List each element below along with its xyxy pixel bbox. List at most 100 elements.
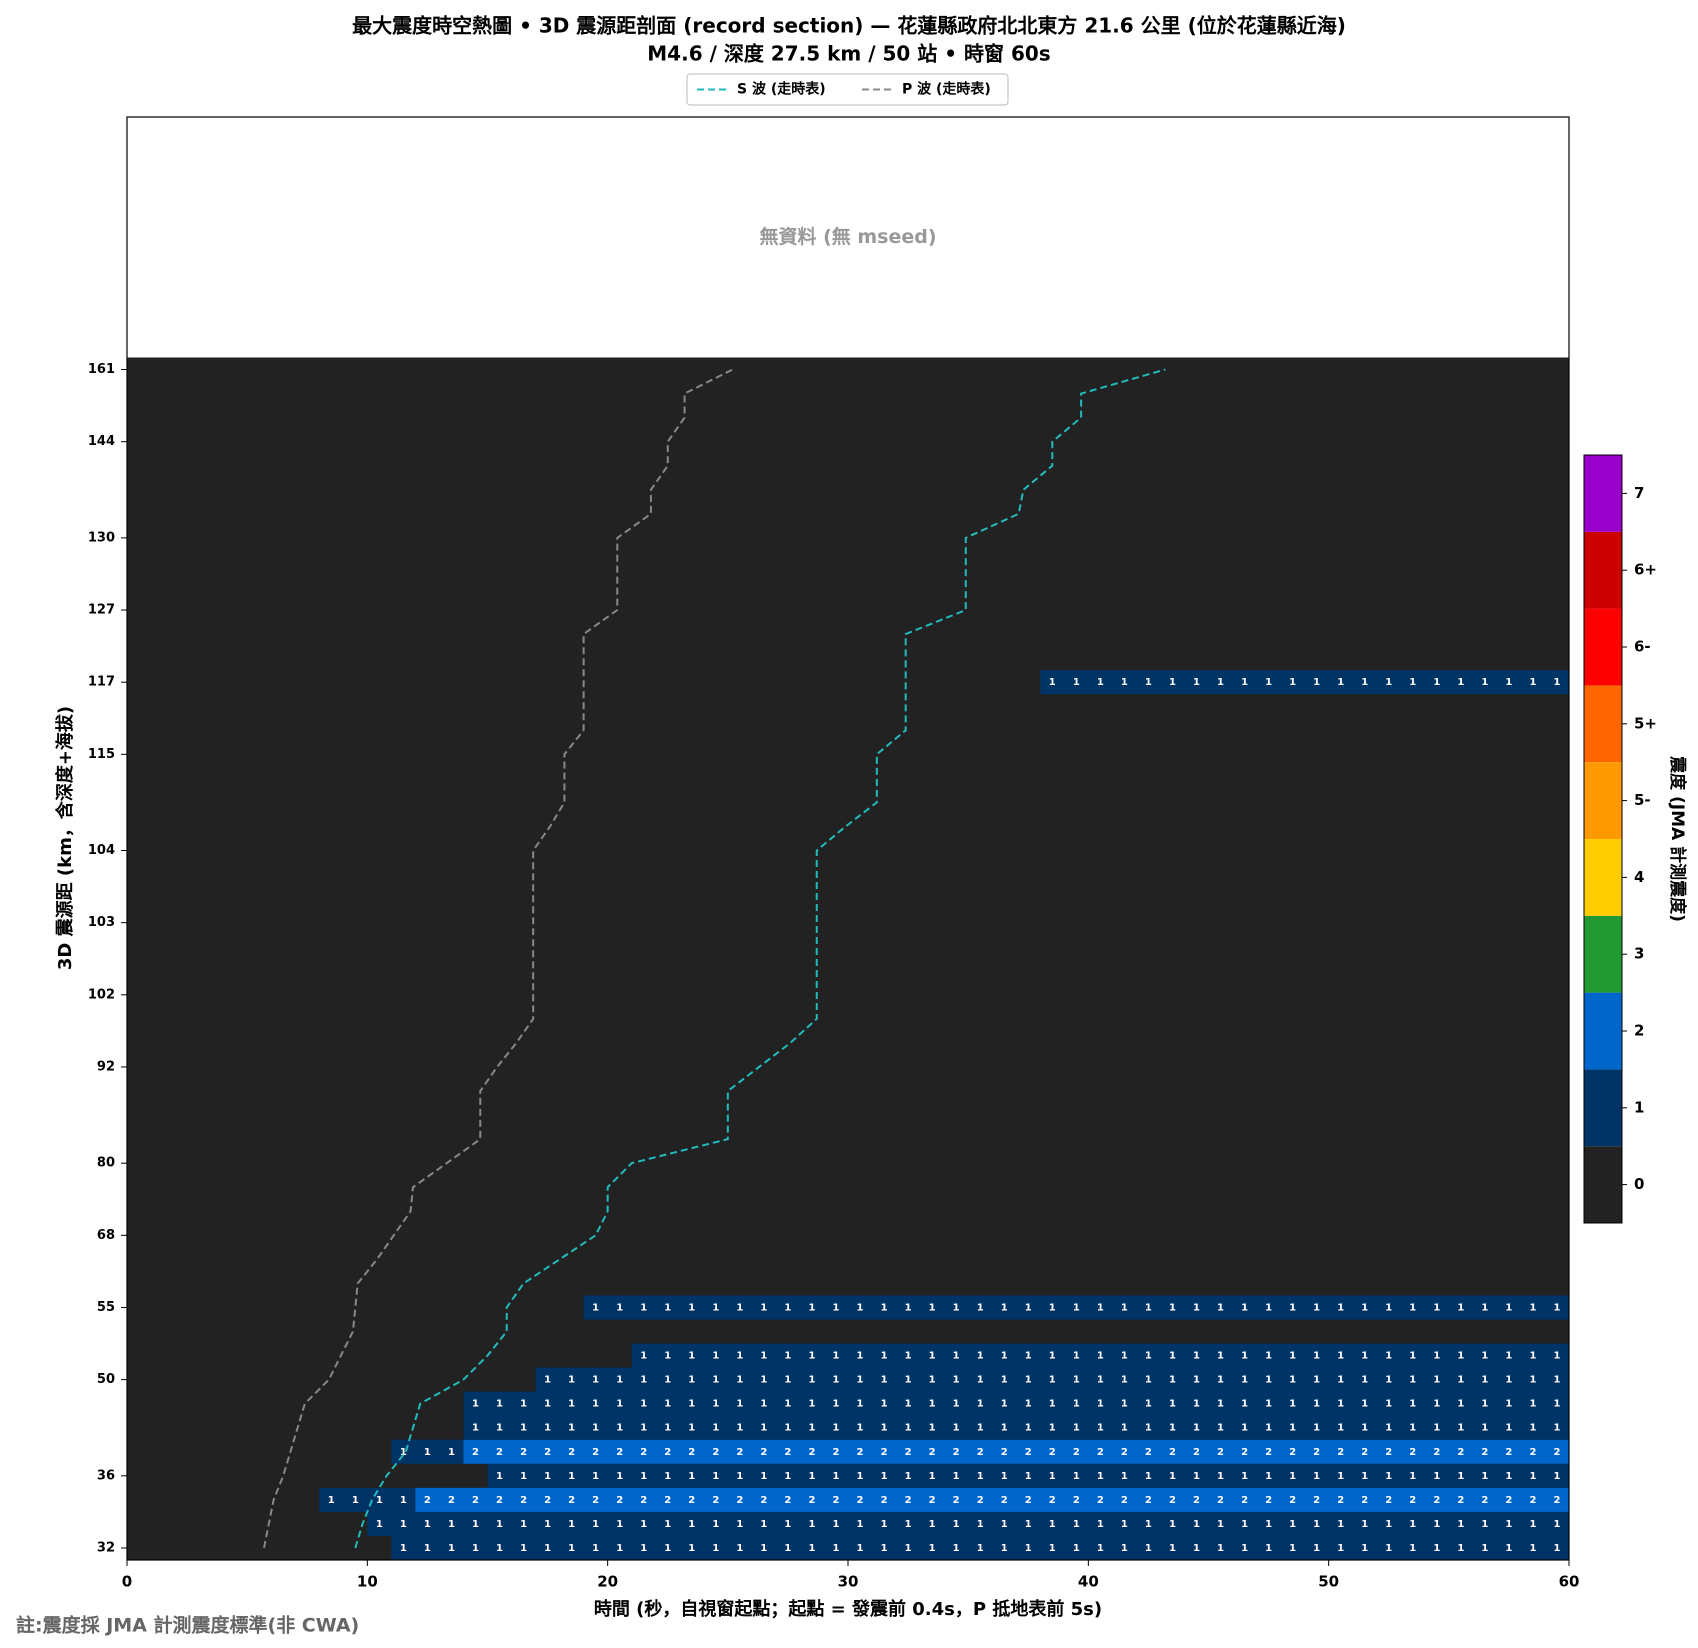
cell-label: 2 xyxy=(496,1447,503,1458)
cell-label: 1 xyxy=(640,1519,647,1530)
cell-label: 2 xyxy=(1121,1447,1128,1458)
cell-label: 1 xyxy=(1289,1471,1296,1482)
cell-label: 1 xyxy=(1553,1423,1560,1434)
cell-label: 1 xyxy=(929,1399,936,1410)
cell-label: 1 xyxy=(1313,1375,1320,1386)
cell-label: 2 xyxy=(520,1447,527,1458)
cell-label: 1 xyxy=(1265,1519,1272,1530)
chart-subtitle: M4.6 / 深度 27.5 km / 50 站 • 時窗 60s xyxy=(647,42,1050,66)
cell-label: 1 xyxy=(1145,1302,1152,1313)
cell-label: 1 xyxy=(1409,1423,1416,1434)
cell-label: 2 xyxy=(1289,1495,1296,1506)
cell-label: 1 xyxy=(1433,1351,1440,1362)
cell-label: 2 xyxy=(496,1495,503,1506)
cell-label: 1 xyxy=(1121,1423,1128,1434)
cell-label: 1 xyxy=(1145,1423,1152,1434)
y-tick-label: 55 xyxy=(97,1300,115,1315)
cell-label: 1 xyxy=(1289,1302,1296,1313)
cell-label: 1 xyxy=(544,1423,551,1434)
cell-label: 1 xyxy=(1289,1423,1296,1434)
cell-label: 1 xyxy=(784,1375,791,1386)
cell-label: 1 xyxy=(929,1351,936,1362)
cell-label: 1 xyxy=(1097,1302,1104,1313)
y-tick-label: 50 xyxy=(97,1372,115,1387)
colorbar-tick-label: 2 xyxy=(1634,1022,1644,1040)
cell-label: 1 xyxy=(760,1399,767,1410)
cell-label: 1 xyxy=(592,1543,599,1554)
cell-label: 1 xyxy=(1529,1423,1536,1434)
cell-label: 2 xyxy=(1097,1447,1104,1458)
cell-label: 1 xyxy=(1121,1543,1128,1554)
y-tick-label: 32 xyxy=(97,1540,115,1555)
cell-label: 1 xyxy=(1337,677,1344,688)
x-tick-label: 20 xyxy=(597,1573,618,1591)
cell-label: 2 xyxy=(712,1447,719,1458)
cell-label: 1 xyxy=(905,1399,912,1410)
cell-label: 1 xyxy=(496,1471,503,1482)
cell-label: 1 xyxy=(544,1543,551,1554)
cell-label: 1 xyxy=(1025,1543,1032,1554)
cell-label: 2 xyxy=(881,1447,888,1458)
cell-label: 1 xyxy=(905,1302,912,1313)
cell-label: 1 xyxy=(953,1399,960,1410)
cell-label: 1 xyxy=(352,1495,359,1506)
cell-label: 1 xyxy=(1337,1351,1344,1362)
cell-label: 1 xyxy=(1049,1543,1056,1554)
cell-label: 1 xyxy=(784,1543,791,1554)
x-tick-label: 40 xyxy=(1078,1573,1099,1591)
cell-label: 1 xyxy=(1361,1543,1368,1554)
cell-label: 1 xyxy=(1529,1543,1536,1554)
cell-label: 1 xyxy=(1049,1375,1056,1386)
cell-label: 2 xyxy=(977,1495,984,1506)
cell-label: 1 xyxy=(472,1519,479,1530)
cell-label: 1 xyxy=(1457,677,1464,688)
cell-label: 2 xyxy=(1505,1447,1512,1458)
cell-label: 1 xyxy=(1409,1375,1416,1386)
y-tick-label: 103 xyxy=(88,915,115,930)
cell-label: 1 xyxy=(881,1302,888,1313)
cell-label: 1 xyxy=(857,1351,864,1362)
cell-label: 1 xyxy=(1505,1399,1512,1410)
cell-label: 1 xyxy=(1385,1375,1392,1386)
cell-label: 1 xyxy=(929,1302,936,1313)
cell-label: 1 xyxy=(1265,1543,1272,1554)
cell-label: 1 xyxy=(1217,1423,1224,1434)
cell-label: 1 xyxy=(448,1543,455,1554)
cell-label: 1 xyxy=(832,1423,839,1434)
colorbar-tick-label: 5+ xyxy=(1634,714,1657,732)
cell-label: 1 xyxy=(1553,1399,1560,1410)
cell-label: 1 xyxy=(328,1495,335,1506)
cell-label: 1 xyxy=(905,1351,912,1362)
cell-label: 2 xyxy=(760,1495,767,1506)
cell-label: 1 xyxy=(1409,1471,1416,1482)
cell-label: 2 xyxy=(616,1495,623,1506)
cell-label: 1 xyxy=(1097,1399,1104,1410)
cell-label: 1 xyxy=(1073,1375,1080,1386)
cell-label: 2 xyxy=(592,1447,599,1458)
cell-label: 1 xyxy=(1265,1302,1272,1313)
cell-label: 1 xyxy=(688,1543,695,1554)
cell-label: 1 xyxy=(520,1423,527,1434)
cell-label: 1 xyxy=(736,1399,743,1410)
cell-label: 1 xyxy=(1193,1471,1200,1482)
cell-label: 1 xyxy=(857,1375,864,1386)
heat-cell xyxy=(415,1487,1569,1512)
cell-label: 1 xyxy=(544,1471,551,1482)
cell-label: 1 xyxy=(1265,1423,1272,1434)
cell-label: 1 xyxy=(616,1471,623,1482)
heat-cell xyxy=(391,1439,464,1464)
cell-label: 1 xyxy=(1385,1351,1392,1362)
cell-label: 1 xyxy=(760,1543,767,1554)
cell-label: 1 xyxy=(832,1543,839,1554)
x-tick-label: 50 xyxy=(1318,1573,1339,1591)
cell-label: 1 xyxy=(1553,1519,1560,1530)
heat-cell xyxy=(535,1367,1569,1392)
cell-label: 2 xyxy=(1073,1495,1080,1506)
cell-label: 1 xyxy=(881,1543,888,1554)
cell-label: 1 xyxy=(1481,1543,1488,1554)
cell-label: 1 xyxy=(616,1543,623,1554)
cell-label: 1 xyxy=(472,1423,479,1434)
cell-label: 2 xyxy=(953,1447,960,1458)
cell-label: 1 xyxy=(784,1351,791,1362)
cell-label: 1 xyxy=(1409,1543,1416,1554)
